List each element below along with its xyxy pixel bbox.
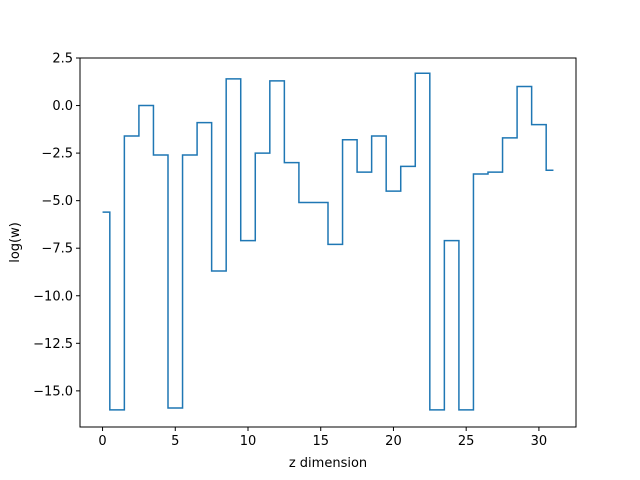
y-tick-label: 2.5 — [52, 52, 73, 67]
axis-layer: 0 5 10 15 20 25 30 2.5 0.0 −2.5 −5.0 −7.5 −10.0 −12.5… — [33, 52, 547, 450]
x-tick-label: 30 — [531, 434, 548, 449]
y-tick-label: −15.0 — [33, 384, 73, 399]
x-tick-label: 15 — [312, 434, 329, 449]
series-line — [102, 72, 554, 411]
x-tick-label: 20 — [385, 434, 402, 449]
x-tick-label: 0 — [98, 434, 106, 449]
series-layer — [102, 72, 554, 411]
x-axis-label: z dimension — [289, 456, 367, 471]
plot-frame — [79, 57, 577, 428]
y-tick-label: −10.0 — [33, 289, 73, 304]
y-axis-label: log(w) — [8, 222, 23, 263]
y-tick-label: −12.5 — [33, 337, 73, 352]
y-tick-label: −7.5 — [41, 242, 73, 257]
y-tick-label: −2.5 — [41, 147, 73, 162]
x-tick-label: 25 — [458, 434, 475, 449]
x-tick-label: 10 — [240, 434, 257, 449]
y-tick-label: 0.0 — [52, 99, 73, 114]
x-tick-label: 5 — [171, 434, 179, 449]
y-tick-label: −5.0 — [41, 194, 73, 209]
